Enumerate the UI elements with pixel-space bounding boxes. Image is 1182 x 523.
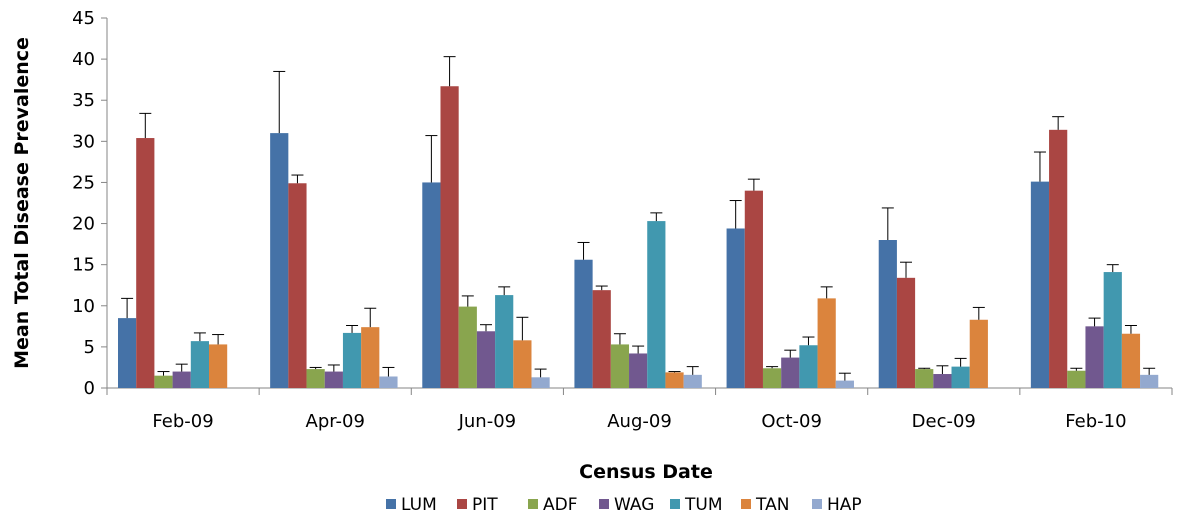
y-ticks: 0 5 10 15 20 25 30 35 40 45	[72, 8, 107, 399]
bar	[1085, 326, 1104, 388]
x-tick-label: Jun-09	[458, 411, 517, 432]
legend-swatch	[386, 499, 396, 509]
bar	[1103, 272, 1122, 388]
legend-label: ADF	[543, 495, 578, 515]
y-tick-label: 35	[72, 90, 95, 111]
bar	[878, 240, 897, 388]
bar	[422, 182, 441, 388]
legend-swatch	[599, 499, 609, 509]
bar	[915, 369, 934, 388]
bar	[531, 377, 550, 388]
legend-label: HAP	[827, 495, 862, 515]
y-tick-label: 15	[72, 255, 95, 276]
bar	[817, 298, 836, 388]
y-tick-label: 20	[72, 214, 95, 235]
x-tick-label: Aug-09	[607, 411, 672, 432]
y-tick-label: 45	[72, 8, 95, 29]
bar	[172, 371, 191, 388]
y-tick-label: 10	[72, 296, 95, 317]
x-tick-label: Oct-09	[761, 411, 822, 432]
bar	[781, 357, 800, 388]
bar	[762, 368, 782, 388]
y-tick-label: 25	[72, 172, 95, 193]
bar	[969, 319, 988, 388]
bar	[574, 259, 593, 388]
bar	[361, 327, 380, 388]
bar	[1049, 129, 1068, 389]
bar	[744, 190, 763, 388]
bar	[154, 375, 173, 388]
bar	[799, 345, 818, 388]
bar	[440, 86, 459, 388]
x-tick-label: Apr-09	[306, 411, 365, 432]
bar	[342, 332, 362, 388]
legend-label: TAN	[755, 495, 789, 515]
bar	[683, 374, 702, 388]
legend-swatch	[812, 499, 822, 509]
bar	[610, 344, 630, 388]
bar	[592, 290, 611, 388]
y-tick-label: 5	[84, 337, 95, 358]
bar	[306, 369, 325, 388]
bar	[951, 366, 970, 388]
error-bars	[121, 56, 1156, 381]
bar	[513, 340, 532, 388]
bar	[495, 295, 514, 388]
y-tick-label: 0	[84, 378, 95, 399]
legend-label: TUM	[684, 495, 723, 515]
y-axis-title: Mean Total Disease Prevalence	[11, 37, 33, 369]
x-axis-title: Census Date	[579, 461, 713, 483]
legend-label: WAG	[614, 495, 654, 515]
bar	[209, 344, 228, 388]
y-tick-label: 40	[72, 49, 95, 70]
legend-swatch	[457, 499, 467, 509]
bar	[647, 221, 666, 388]
bar	[1121, 333, 1141, 388]
bar	[476, 331, 496, 388]
bar	[1067, 370, 1086, 388]
x-tick-label: Feb-09	[152, 411, 213, 432]
x-tick-label: Dec-09	[912, 411, 976, 432]
bar	[933, 374, 952, 388]
bar	[118, 318, 137, 388]
legend-swatch	[528, 499, 538, 509]
bar	[190, 341, 209, 388]
x-tick-label: Feb-10	[1065, 411, 1126, 432]
y-tick-label: 30	[72, 131, 95, 152]
bar	[1140, 374, 1159, 388]
bar	[629, 353, 648, 388]
bar	[270, 133, 289, 388]
bar	[896, 277, 916, 388]
legend-swatch	[741, 499, 751, 509]
bar	[726, 228, 745, 388]
axes	[106, 18, 1172, 389]
legend: LUM PIT ADF WAG TUM TAN HAP	[386, 495, 862, 515]
legend-swatch	[670, 499, 680, 509]
legend-label: PIT	[472, 495, 498, 515]
bar	[835, 380, 854, 388]
bar	[136, 138, 155, 388]
bar	[324, 371, 343, 388]
bar	[665, 372, 684, 388]
bars	[118, 86, 1159, 389]
bar	[1030, 181, 1050, 388]
bar	[379, 376, 398, 388]
legend-label: LUM	[401, 495, 437, 515]
bar	[458, 306, 477, 388]
bar	[288, 183, 307, 388]
x-ticks: Feb-09 Apr-09 Jun-09 Aug-09 Oct-09 Dec-09 Feb-…	[106, 388, 1173, 432]
